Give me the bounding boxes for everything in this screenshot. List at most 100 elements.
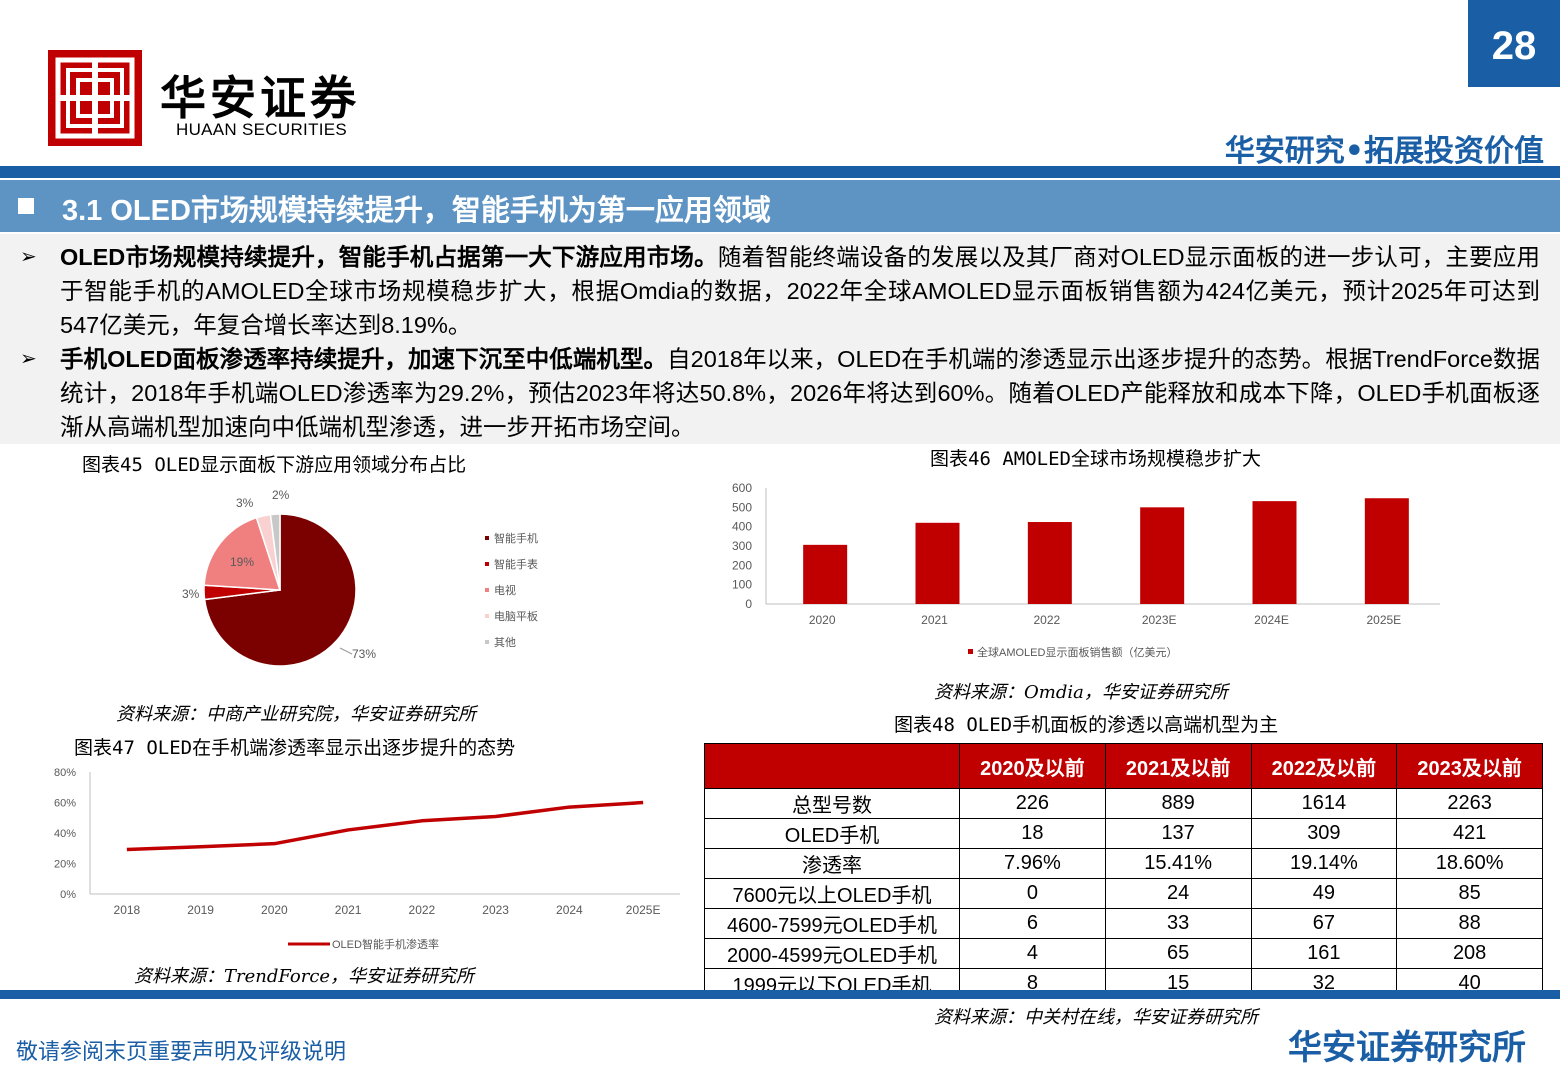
table-cell: 309 (1250, 818, 1398, 849)
table-cell: 161 (1250, 938, 1398, 969)
paragraph-1-lead: OLED市场规模持续提升，智能手机占据第一大下游应用市场。 (60, 244, 718, 270)
table-cell: 67 (1250, 908, 1398, 939)
y-tick-label: 400 (732, 520, 752, 534)
x-tick-label: 2020 (261, 903, 288, 917)
x-tick-label: 2023E (1142, 613, 1177, 627)
table-header-cell (704, 743, 960, 789)
pie-value-label: 3% (236, 496, 254, 510)
y-tick-label: 0 (745, 597, 752, 611)
x-tick-label: 2023 (482, 903, 509, 917)
table-cell: 18 (959, 818, 1106, 849)
section-square-icon (18, 198, 34, 214)
y-tick-label: 300 (732, 539, 752, 553)
footer-divider (0, 990, 1560, 999)
figure-45-source: 资料来源：中商产业研究院，华安证券研究所 (116, 704, 476, 725)
line-chart: 0% 20% 40% 60% 80% 2018 2019 2020 2021 2022 2023 20… (54, 767, 680, 951)
paragraph-1-text: 随着智能终端设备的发展以及其厂商对OLED显示面板的进一步认可，主要应用于智能手… (60, 244, 1540, 338)
x-tick-label: 2018 (114, 903, 141, 917)
pie-slice (203, 516, 282, 591)
figure-47-source: 资料来源：TrendForce，华安证券研究所 (134, 966, 475, 987)
table-row-label: 2000-4599元OLED手机 (704, 938, 960, 969)
table-cell: 4 (959, 938, 1106, 969)
table-cell: 1614 (1250, 788, 1398, 819)
x-tick-label: 2019 (187, 903, 214, 917)
table-cell: 421 (1396, 818, 1543, 849)
bar (1252, 501, 1297, 604)
table-header-cell: 2020及以前 (959, 743, 1106, 789)
bar (803, 544, 848, 604)
header-divider (0, 166, 1560, 178)
legend-swatch (485, 562, 489, 566)
page-number: 28 (1468, 0, 1560, 87)
legend-swatch (485, 536, 489, 540)
table-row-label: 4600-7599元OLED手机 (704, 908, 960, 939)
y-tick-label: 20% (54, 859, 76, 871)
table-cell: 19.14% (1250, 848, 1398, 879)
figure-48-source: 资料来源：中关村在线，华安证券研究所 (934, 1007, 1258, 1028)
footer-institute: 华安证券研究所 (1288, 1028, 1526, 1068)
table-cell: 15.41% (1104, 848, 1252, 879)
leader-line (339, 647, 353, 655)
table-row-label: OLED手机 (704, 818, 960, 849)
company-logo-mark (48, 50, 142, 146)
table-cell: 24 (1104, 878, 1252, 909)
pie-value-label: 2% (272, 488, 290, 502)
y-tick-label: 60% (54, 798, 76, 810)
paragraph-2-lead: 手机OLED面板渗透率持续提升，加速下沉至中低端机型。 (60, 346, 668, 372)
table-row-label: 7600元以上OLED手机 (704, 878, 960, 909)
legend-swatch (485, 640, 489, 644)
section-bar (0, 180, 1560, 232)
table-cell: 88 (1396, 908, 1543, 939)
bar-chart: 0 100 200 300 400 500 600 2020 2021 2022 2023E 2024… (732, 481, 1440, 659)
table-row-label: 渗透率 (704, 848, 960, 879)
x-tick-label: 2024 (556, 903, 583, 917)
bullet-arrow-icon: ➢ (20, 348, 37, 370)
x-tick-label: 2021 (921, 613, 948, 627)
table-cell: 33 (1104, 908, 1252, 939)
figure-48-caption: 图表48 OLED手机面板的渗透以高端机型为主 (894, 714, 1279, 736)
legend-swatch (485, 588, 489, 592)
x-tick-label: 2020 (809, 613, 836, 627)
bar (1140, 507, 1185, 604)
y-tick-label: 600 (732, 481, 752, 495)
y-tick-label: 500 (732, 500, 752, 514)
figure-45-caption: 图表45 OLED显示面板下游应用领域分布占比 (82, 454, 467, 476)
figure-46-source: 资料来源：Omdia，华安证券研究所 (934, 682, 1228, 703)
table-row: 总型号数 226 889 1614 2263 (704, 788, 1543, 819)
logo-chinese-name: 华安证券 (160, 71, 360, 125)
table-cell: 18.60% (1396, 848, 1543, 879)
x-tick-label: 2021 (335, 903, 362, 917)
table-cell: 889 (1104, 788, 1252, 819)
legend-label: 智能手表 (494, 557, 538, 571)
legend-swatch (968, 649, 973, 654)
table-row: OLED手机 18 137 309 421 (704, 818, 1543, 849)
table-header-cell: 2021及以前 (1104, 743, 1252, 789)
table-cell: 65 (1104, 938, 1252, 969)
legend-label: 智能手机 (494, 531, 538, 545)
x-tick-label: 2022 (409, 903, 436, 917)
table-row: 渗透率 7.96% 15.41% 19.14% 18.60% (704, 848, 1543, 879)
section-title: 3.1 OLED市场规模持续提升，智能手机为第一应用领域 (62, 195, 771, 227)
y-tick-label: 100 (732, 578, 752, 592)
table-row: 4600-7599元OLED手机 6 33 67 88 (704, 908, 1543, 939)
table-cell: 137 (1104, 818, 1252, 849)
table-cell: 85 (1396, 878, 1543, 909)
y-tick-label: 0% (60, 889, 76, 901)
pie-value-label: 73% (352, 647, 376, 661)
legend-swatch (485, 614, 489, 618)
table-cell: 2263 (1396, 788, 1543, 819)
header-slogan: 华安研究•拓展投资价值 (1224, 134, 1544, 169)
legend-label: 电脑平板 (494, 609, 538, 623)
table-row-label: 总型号数 (704, 788, 960, 819)
pie-value-label: 19% (230, 555, 254, 569)
x-tick-label: 2025E (626, 903, 661, 917)
series-line (126, 800, 644, 852)
pie-value-label: 3% (182, 587, 200, 601)
legend-label: OLED智能手机渗透率 (332, 937, 439, 951)
table-cell: 208 (1396, 938, 1543, 969)
table-header-row: 2020及以前 2021及以前 2022及以前 2023及以前 (704, 743, 1543, 789)
table-header-cell: 2023及以前 (1396, 743, 1543, 789)
x-tick-label: 2024E (1254, 613, 1289, 627)
y-tick-label: 200 (732, 558, 752, 572)
